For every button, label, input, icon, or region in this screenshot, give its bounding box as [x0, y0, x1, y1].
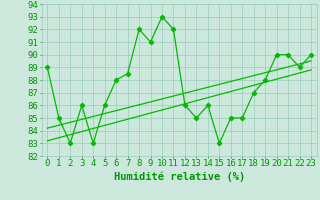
X-axis label: Humidité relative (%): Humidité relative (%): [114, 171, 245, 182]
